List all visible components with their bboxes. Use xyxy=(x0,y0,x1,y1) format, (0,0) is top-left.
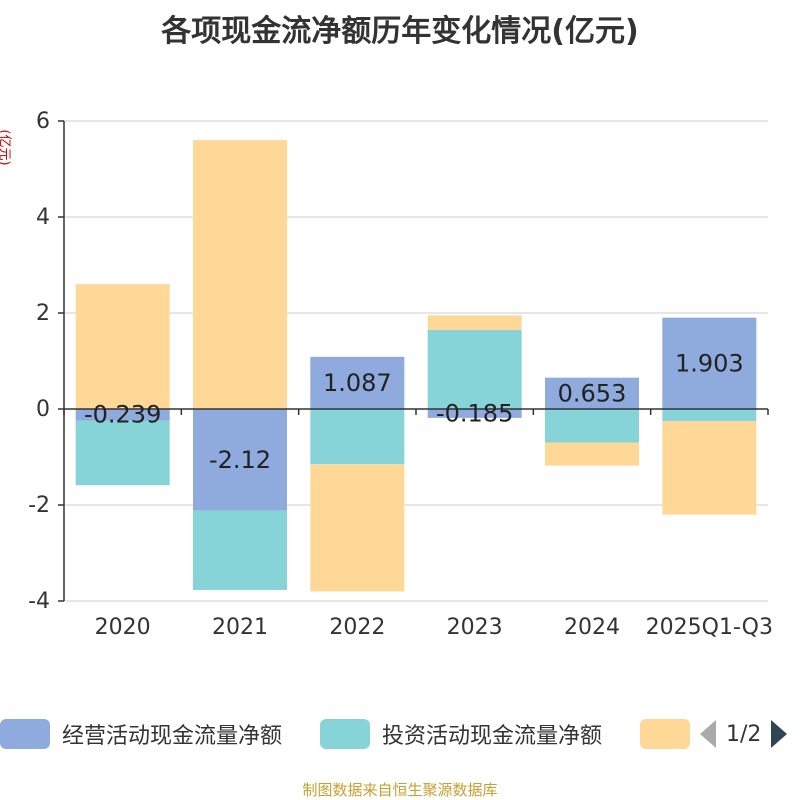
legend-swatch-financing xyxy=(640,719,690,749)
bar-1-4 xyxy=(545,409,639,443)
cash-flow-chart: 6 4 2 0 -2 -4 -0.239 -2.12 1.087 -0.185 0.653 1.903… xyxy=(28,109,773,640)
bar-1-1 xyxy=(193,510,287,590)
bar-1-5 xyxy=(662,409,757,421)
bar-1-2 xyxy=(310,409,405,465)
y-tick-label-5: -4 xyxy=(28,589,50,614)
y-tick-label-2: 2 xyxy=(36,301,50,326)
x-tick-label-2: 2022 xyxy=(329,615,385,640)
bar-0-4 xyxy=(545,377,639,409)
bar-label-0-1: -2.12 xyxy=(209,446,271,474)
bar-2-5 xyxy=(662,421,757,515)
legend-item-operating[interactable]: 经营活动现金流量净额 xyxy=(0,716,282,752)
bar-2-2 xyxy=(310,464,405,592)
legend-swatch-investing xyxy=(320,719,370,749)
legend-page-indicator: 1/2 xyxy=(726,721,762,747)
bar-0-1 xyxy=(193,409,287,511)
bar-1-0 xyxy=(75,420,170,486)
bar-label-0-2: 1.087 xyxy=(323,369,392,397)
bar-label-0-5: 1.903 xyxy=(675,349,744,377)
legend-next-icon[interactable] xyxy=(771,720,788,748)
legend-pager: 1/2 xyxy=(700,716,788,752)
x-tick-label-1: 2021 xyxy=(212,615,268,640)
x-tick-label-0: 2020 xyxy=(95,615,151,640)
legend: 经营活动现金流量净额 投资活动现金流量净额 1/2 xyxy=(0,716,800,756)
y-tick-label-1: 4 xyxy=(36,205,50,230)
legend-item-financing[interactable] xyxy=(640,716,690,752)
x-tick-label-3: 2023 xyxy=(447,615,503,640)
bar-2-1 xyxy=(193,140,287,409)
y-tick-label-4: -2 xyxy=(28,493,50,518)
bar-0-3 xyxy=(427,409,522,418)
legend-item-investing[interactable]: 投资活动现金流量净额 xyxy=(320,716,602,752)
bar-0-2 xyxy=(310,356,405,409)
bar-label-0-0: -0.239 xyxy=(84,401,161,429)
chart-title: 各项现金流净额历年变化情况(亿元) xyxy=(161,14,639,49)
x-tick-label-4: 2024 xyxy=(564,615,620,640)
legend-label-operating: 经营活动现金流量净额 xyxy=(62,724,283,749)
bar-2-3 xyxy=(427,315,522,330)
bar-label-0-4: 0.653 xyxy=(558,379,627,407)
legend-label-investing: 投资活动现金流量净额 xyxy=(382,724,603,749)
bar-1-3 xyxy=(427,329,522,409)
bar-0-0 xyxy=(75,409,170,421)
bar-2-4 xyxy=(545,442,639,466)
legend-prev-icon[interactable] xyxy=(700,720,716,748)
bar-label-0-3: -0.185 xyxy=(436,399,513,427)
x-tick-label-5: 2025Q1-Q3 xyxy=(646,615,773,640)
bar-0-5 xyxy=(662,317,757,409)
y-tick-label-3: 0 xyxy=(36,397,50,422)
y-tick-label-0: 6 xyxy=(36,109,50,134)
legend-swatch-operating xyxy=(0,719,50,749)
bar-2-0 xyxy=(75,284,170,409)
source-note: 制图数据来自恒生聚源数据库 xyxy=(302,781,498,799)
